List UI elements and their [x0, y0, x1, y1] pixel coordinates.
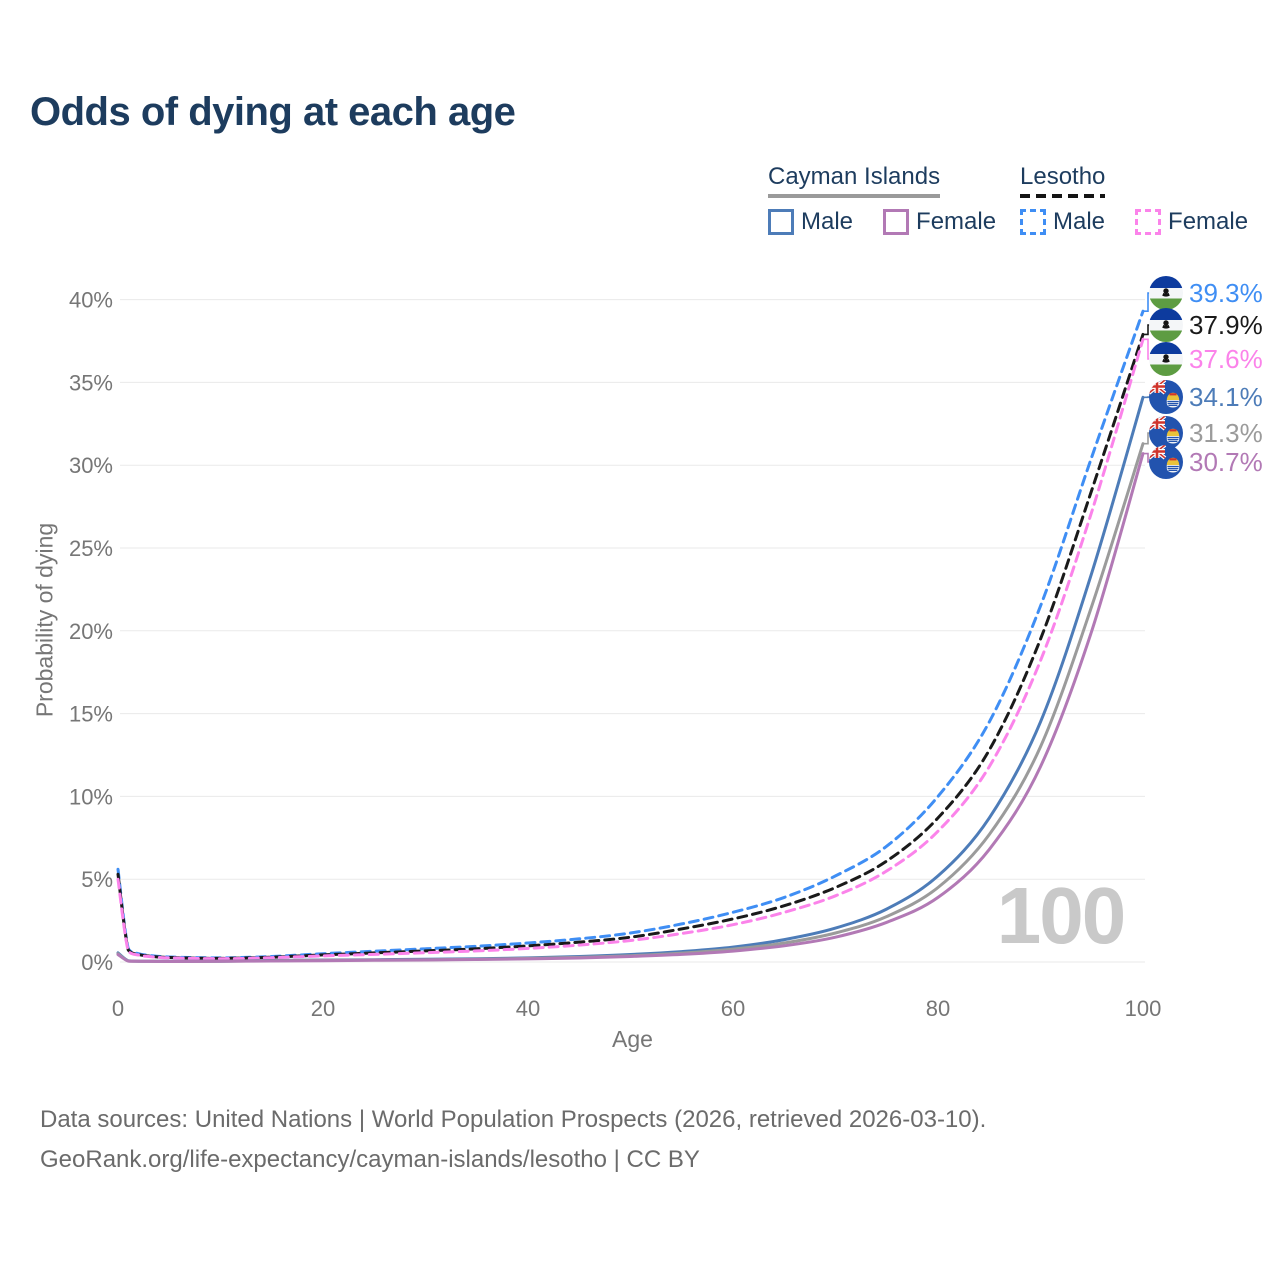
- y-tick-label: 35%: [69, 370, 113, 395]
- legend-item-label: Male: [1053, 208, 1106, 235]
- cayman-male-swatch: [768, 209, 794, 235]
- cayman-islands-flag-icon: [1149, 416, 1183, 450]
- cayman-flag: [1149, 445, 1183, 479]
- cayman-islands-flag-icon: [1149, 380, 1183, 414]
- age-watermark: 100: [996, 871, 1126, 960]
- legend-group-name-cayman-islands: Cayman Islands: [768, 163, 941, 190]
- x-tick-label: 60: [721, 996, 745, 1021]
- cayman-flag: [1149, 380, 1183, 414]
- legend-item-label: Female: [1168, 208, 1249, 235]
- x-tick-label: 80: [926, 996, 950, 1021]
- legend-item-lesotho-female[interactable]: Female: [1135, 208, 1248, 236]
- y-tick-label: 40%: [69, 288, 113, 313]
- legend-group-cayman-islands: Cayman Islands Male Female: [768, 163, 996, 236]
- y-tick-label: 5%: [81, 867, 113, 892]
- end-value-label-cayman-islands-male: 34.1%: [1189, 381, 1263, 412]
- legend-item-label: Male: [801, 208, 854, 235]
- y-tick-label: 10%: [69, 784, 113, 809]
- y-tick-label: 20%: [69, 619, 113, 644]
- lesotho-flag-icon: [1149, 276, 1183, 310]
- lesotho-line-style-swatch: [1020, 194, 1106, 198]
- callout-lesotho-all: 37.9%: [1149, 308, 1263, 342]
- cayman-flag: [1149, 416, 1183, 450]
- x-tick-label: 0: [112, 996, 124, 1021]
- end-value-label-cayman-islands-all: 31.3%: [1189, 417, 1263, 448]
- lesotho-flag: [1149, 276, 1183, 310]
- y-tick-label: 25%: [69, 536, 113, 561]
- y-axis-title: Probability of dying: [31, 522, 58, 718]
- legend-group-name-lesotho: Lesotho: [1020, 163, 1106, 190]
- end-value-label-lesotho-all: 37.9%: [1189, 309, 1263, 340]
- page-title: Odds of dying at each age: [30, 90, 516, 134]
- callout-cayman-islands-female: 30.7%: [1149, 445, 1263, 479]
- x-tick-label: 20: [311, 996, 335, 1021]
- series-path-lesotho-female: [116, 337, 1145, 961]
- series-path-lesotho-male: [116, 309, 1145, 960]
- series-path-lesotho-all: [116, 332, 1145, 960]
- lesotho-female-swatch: [1135, 209, 1162, 235]
- legend-group-lesotho: Lesotho Male Female: [1020, 163, 1248, 236]
- y-tick-label: 30%: [69, 453, 113, 478]
- x-tick-label: 100: [1125, 996, 1162, 1021]
- cayman-islands-flag-icon: [1149, 445, 1183, 479]
- legend-item-cayman-male[interactable]: Male: [768, 208, 853, 236]
- x-axis-title: Age: [612, 1026, 653, 1052]
- series-path-cayman-islands-female: [116, 452, 1145, 964]
- lesotho-flag: [1149, 342, 1183, 376]
- lesotho-flag-icon: [1149, 342, 1183, 376]
- series-path-cayman-islands-male: [116, 395, 1145, 963]
- attribution-url-text: GeoRank.org/life-expectancy/cayman-islan…: [40, 1146, 700, 1173]
- y-tick-label: 15%: [69, 702, 113, 727]
- cayman-female-swatch: [883, 209, 910, 235]
- callout-lesotho-male: 39.3%: [1149, 276, 1263, 310]
- series-path-cayman-islands-all: [116, 442, 1145, 963]
- end-value-label-lesotho-female: 37.6%: [1189, 343, 1263, 374]
- legend-item-cayman-female[interactable]: Female: [883, 208, 996, 236]
- cayman-islands-line-style-swatch: [768, 194, 941, 198]
- end-value-label-lesotho-male: 39.3%: [1189, 277, 1263, 308]
- callout-lesotho-female: 37.6%: [1149, 342, 1263, 376]
- end-value-label-cayman-islands-female: 30.7%: [1189, 446, 1263, 477]
- lesotho-flag: [1149, 308, 1183, 342]
- lesotho-male-swatch: [1020, 209, 1046, 235]
- legend-item-lesotho-male[interactable]: Male: [1020, 208, 1105, 236]
- lesotho-flag-icon: [1149, 308, 1183, 342]
- callout-cayman-islands-male: 34.1%: [1149, 380, 1263, 414]
- x-tick-label: 40: [516, 996, 540, 1021]
- y-tick-label: 0%: [81, 950, 113, 975]
- data-sources-text: Data sources: United Nations | World Pop…: [40, 1106, 987, 1133]
- callout-cayman-islands-all: 31.3%: [1149, 416, 1263, 450]
- legend-item-label: Female: [916, 208, 997, 235]
